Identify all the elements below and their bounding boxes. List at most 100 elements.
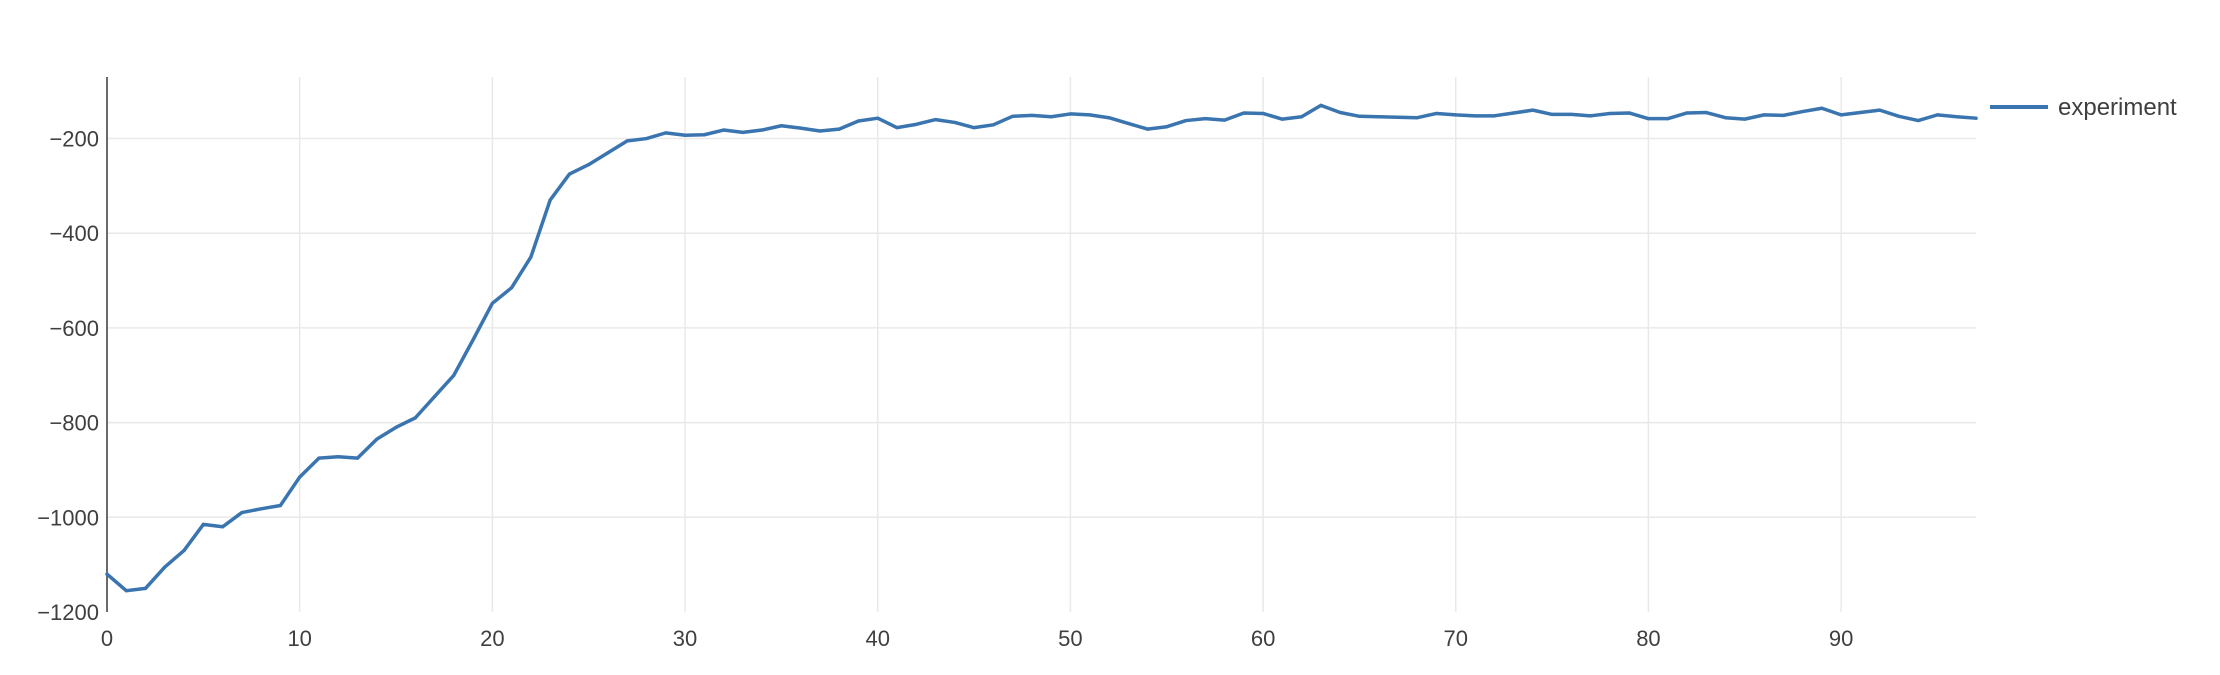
data-point	[1242, 111, 1246, 115]
y-tick-label: −400	[49, 221, 99, 246]
data-point	[124, 589, 128, 593]
data-point	[1107, 116, 1111, 120]
x-tick-label: 90	[1829, 626, 1853, 651]
data-point	[1916, 118, 1920, 123]
x-tick-label: 40	[865, 626, 889, 651]
data-point	[317, 456, 321, 460]
data-point	[240, 510, 244, 515]
data-point	[1531, 108, 1535, 112]
grid-lines	[107, 77, 1976, 612]
data-point	[221, 525, 225, 529]
data-point	[933, 118, 938, 122]
data-point	[1088, 113, 1092, 117]
data-point	[1222, 118, 1227, 122]
tick-labels: 0 10 20 30 40 50 60 70 80 90 −1200 −1000 −800 −600 −40…	[37, 127, 1853, 651]
data-point	[1165, 125, 1169, 129]
data-point	[1608, 111, 1612, 116]
data-point	[1646, 117, 1651, 121]
data-point	[1800, 109, 1805, 114]
data-point	[1415, 116, 1419, 120]
data-point	[298, 475, 302, 479]
data-point	[1377, 115, 1381, 119]
data-point	[664, 131, 668, 135]
data-point	[548, 198, 552, 202]
data-point	[1955, 115, 1959, 119]
data-point	[1126, 121, 1130, 125]
data-point	[1184, 118, 1188, 123]
data-point	[779, 124, 783, 128]
data-point	[972, 126, 976, 130]
data-point	[529, 255, 533, 259]
data-point	[1685, 111, 1689, 115]
data-point	[394, 425, 398, 429]
data-point	[1492, 114, 1496, 118]
data-point	[1569, 112, 1573, 117]
data-point	[1704, 110, 1708, 115]
x-tick-label: 10	[287, 626, 311, 651]
data-point	[895, 126, 899, 130]
data-point	[1723, 116, 1728, 120]
data-point	[644, 136, 649, 141]
data-point	[953, 120, 957, 125]
data-point	[1878, 108, 1882, 112]
data-point	[856, 119, 861, 123]
x-tick-label: 70	[1444, 626, 1468, 651]
x-tick-label: 50	[1058, 626, 1082, 651]
series-line-experiment	[105, 103, 1978, 593]
data-point	[1820, 106, 1824, 110]
data-point	[1300, 115, 1304, 119]
data-point	[1357, 114, 1362, 118]
legend-label: experiment	[2058, 94, 2177, 121]
data-point	[452, 373, 456, 377]
data-point	[1261, 111, 1265, 116]
data-point	[1743, 117, 1747, 121]
series-lines	[105, 103, 1978, 593]
data-point	[760, 128, 764, 132]
data-point	[1454, 113, 1458, 117]
legend[interactable]: experiment	[1990, 94, 2177, 121]
data-point	[702, 133, 706, 137]
data-point	[1049, 115, 1053, 119]
data-point	[1338, 110, 1342, 115]
data-point	[163, 565, 167, 569]
data-point	[259, 507, 263, 511]
data-point	[1897, 114, 1901, 118]
data-point	[432, 394, 437, 399]
data-point	[1589, 114, 1593, 118]
data-point	[876, 116, 880, 120]
y-tick-label: −800	[49, 411, 99, 436]
data-point	[471, 338, 475, 342]
data-point	[1434, 111, 1439, 116]
data-point	[837, 127, 841, 131]
data-point	[991, 123, 995, 127]
data-point	[143, 586, 148, 590]
data-point	[1010, 114, 1015, 118]
data-point	[1396, 115, 1400, 119]
x-tick-label: 20	[480, 626, 504, 651]
y-tick-label: −1000	[37, 505, 99, 530]
data-point	[201, 522, 205, 527]
data-point	[1473, 114, 1477, 118]
data-point	[1068, 112, 1073, 116]
legend-item-experiment[interactable]: experiment	[1990, 94, 2177, 121]
data-point	[336, 455, 340, 459]
data-point	[567, 172, 572, 176]
data-point	[1280, 117, 1284, 121]
data-point	[625, 139, 629, 143]
data-point	[1550, 112, 1554, 117]
data-point	[914, 122, 918, 126]
data-point	[413, 416, 417, 420]
data-point	[375, 437, 379, 441]
y-tick-label: −200	[49, 127, 99, 152]
data-point	[510, 286, 514, 290]
data-point	[105, 572, 109, 576]
data-point	[1319, 103, 1323, 108]
data-point	[587, 162, 591, 167]
data-point	[1627, 111, 1631, 115]
x-tick-label: 60	[1251, 626, 1275, 651]
data-point	[278, 503, 283, 508]
data-point	[1666, 117, 1670, 121]
data-point	[1511, 111, 1516, 115]
